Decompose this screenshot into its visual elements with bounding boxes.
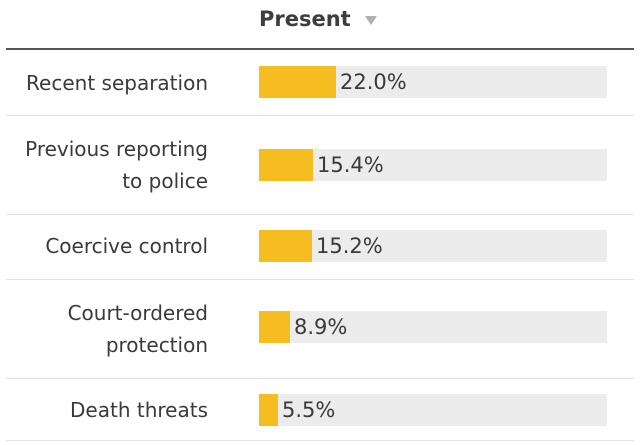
bar-track bbox=[259, 311, 607, 343]
value-label: 22.0% bbox=[340, 70, 407, 94]
row-label: Previous reporting to police bbox=[0, 133, 208, 197]
row-divider bbox=[6, 279, 634, 280]
table-header: Present bbox=[0, 0, 640, 48]
bar-track bbox=[259, 394, 607, 426]
row-label: Court-ordered protection bbox=[0, 297, 208, 361]
row-label-line: Court-ordered bbox=[67, 301, 208, 325]
row-label: Recent separation bbox=[0, 67, 208, 99]
row-label-line: to police bbox=[122, 169, 208, 193]
row-divider bbox=[6, 440, 634, 441]
row-divider bbox=[6, 214, 634, 215]
row-label: Death threats bbox=[0, 394, 208, 426]
bar bbox=[259, 149, 313, 181]
column-header-present[interactable]: Present bbox=[259, 4, 377, 34]
value-label: 8.9% bbox=[294, 315, 348, 339]
value-label: 15.4% bbox=[317, 153, 384, 177]
header-divider bbox=[6, 48, 634, 50]
row-label: Coercive control bbox=[0, 230, 208, 262]
bar bbox=[259, 394, 278, 426]
bar bbox=[259, 230, 312, 262]
row-divider bbox=[6, 378, 634, 379]
bar bbox=[259, 311, 290, 343]
column-title: Present bbox=[259, 7, 351, 31]
row-label-line: Coercive control bbox=[45, 234, 208, 258]
row-label-line: Death threats bbox=[70, 398, 208, 422]
sort-desc-icon[interactable] bbox=[364, 16, 377, 25]
row-label-line: Previous reporting bbox=[25, 137, 208, 161]
row-label-line: protection bbox=[105, 333, 208, 357]
bar-track bbox=[259, 230, 607, 262]
bar-track bbox=[259, 149, 607, 181]
row-divider bbox=[6, 115, 634, 116]
value-label: 5.5% bbox=[282, 398, 336, 422]
row-label-line: Recent separation bbox=[26, 71, 208, 95]
value-label: 15.2% bbox=[316, 234, 383, 258]
bar bbox=[259, 66, 336, 98]
